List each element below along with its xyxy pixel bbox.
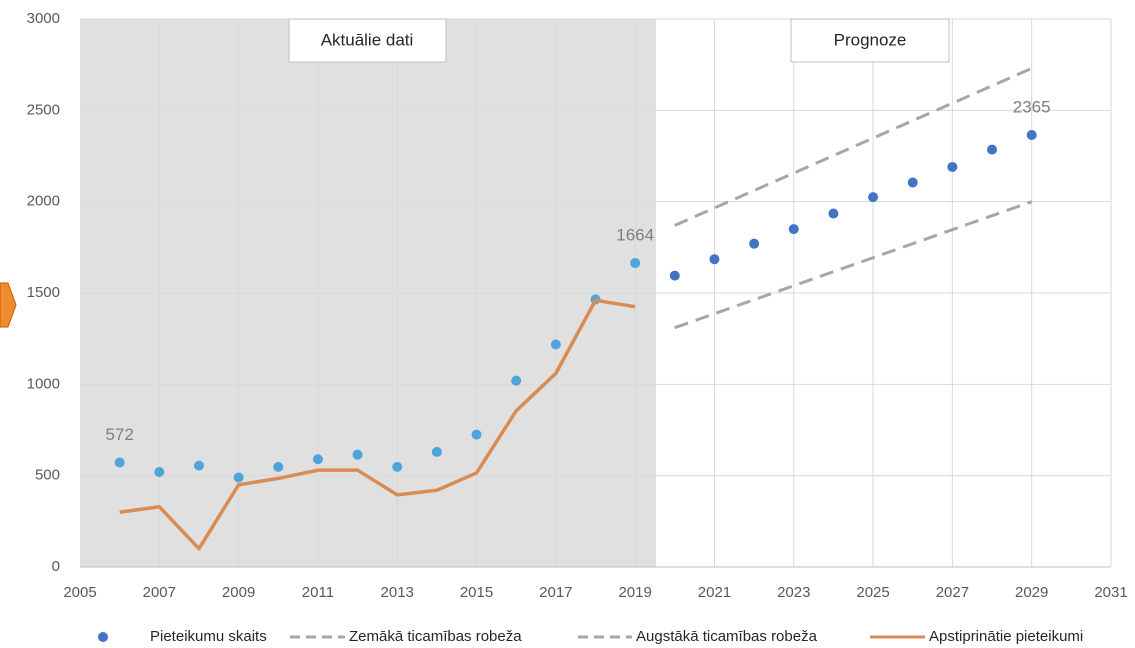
x-tick-label: 2031 [1094, 584, 1127, 601]
y-tick-label: 500 [35, 467, 60, 484]
annotation: Aktuālie dati [321, 30, 414, 49]
legend-label: Pieteikumu skaits [150, 628, 267, 645]
legend-label: Zemākā ticamības robeža [349, 628, 522, 645]
data-label: 572 [105, 425, 133, 444]
data-line [674, 200, 1033, 330]
decorative-shape [0, 282, 17, 328]
y-tick-label: 2000 [27, 193, 60, 210]
x-tick-label: 2025 [856, 584, 889, 601]
x-tick-label: 2015 [460, 584, 493, 601]
data-point [431, 446, 442, 457]
x-tick-label: 2011 [302, 584, 334, 601]
data-point [907, 177, 918, 188]
x-tick-label: 2019 [618, 584, 651, 601]
annotation: Prognoze [834, 30, 907, 49]
x-tick-label: 2029 [1015, 584, 1048, 601]
x-tick-label: 2007 [143, 584, 176, 601]
data-point [868, 192, 879, 203]
x-tick-label: 2013 [381, 584, 414, 601]
legend-marker [98, 632, 108, 642]
data-point [352, 449, 363, 460]
data-label: 2365 [1013, 97, 1051, 116]
y-tick-label: 1500 [27, 284, 60, 301]
y-tick-label: 0 [52, 558, 60, 575]
x-tick-label: 2021 [698, 584, 731, 601]
data-point [550, 339, 561, 350]
data-point [312, 454, 323, 465]
x-tick-label: 2027 [936, 584, 969, 601]
y-tick-label: 2500 [27, 101, 60, 118]
data-point [114, 457, 125, 468]
data-point [749, 238, 760, 249]
data-point [154, 467, 165, 478]
data-point [233, 472, 244, 483]
x-tick-label: 2023 [777, 584, 810, 601]
legend-label: Apstiprinātie pieteikumi [929, 628, 1083, 645]
data-point [669, 270, 680, 281]
y-tick-label: 3000 [27, 10, 60, 27]
data-point [1026, 129, 1037, 140]
data-point [788, 224, 799, 235]
marks [114, 66, 1037, 551]
x-tick-label: 2005 [63, 584, 96, 601]
data-point [273, 461, 284, 472]
data-line [119, 298, 636, 551]
annotation-box [790, 18, 950, 63]
x-tick-label: 2009 [222, 584, 255, 601]
y-tick-label: 1000 [27, 375, 60, 392]
data-point [987, 144, 998, 155]
data-point [947, 161, 958, 172]
annotation-box [288, 18, 447, 63]
x-tick-label: 2017 [539, 584, 572, 601]
grid [80, 18, 1112, 568]
legend-label: Augstākā ticamības robeža [636, 628, 818, 645]
data-point [193, 460, 204, 471]
data-point [511, 375, 522, 386]
data-point [471, 429, 482, 440]
data-point [828, 208, 839, 219]
data-point [709, 254, 720, 265]
data-point [630, 258, 641, 269]
data-point [392, 461, 403, 472]
data-label: 1664 [616, 226, 654, 245]
